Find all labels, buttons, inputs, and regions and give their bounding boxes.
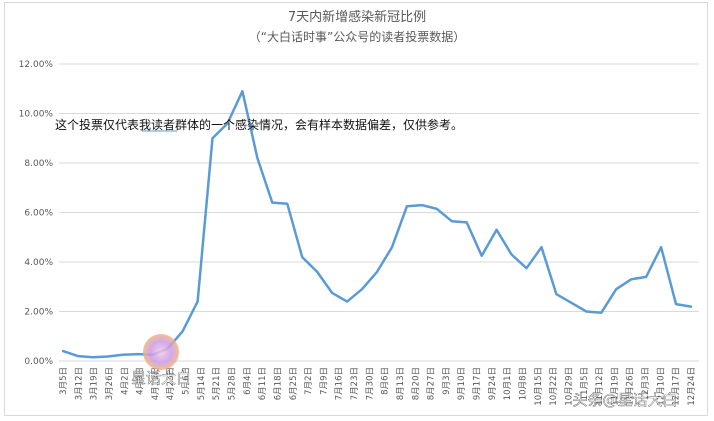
x-tick-label: 12月24日	[687, 367, 697, 406]
x-tick-label: 7月30日	[365, 367, 375, 400]
x-axis-ticks: 3月5日 3月12日 3月19日 3月26日 4月2日 4月9日 4月16日 4月23日 5月6…	[59, 367, 697, 406]
x-tick-label: 11月5日	[580, 367, 590, 400]
x-tick-label: 4月9日	[136, 367, 146, 395]
x-tick-label: 12月3日	[641, 367, 651, 400]
x-tick-label: 3月12日	[74, 367, 84, 400]
watermark-text: 头条@星话大白	[572, 391, 677, 409]
x-tick-label: 11月12日	[595, 367, 605, 406]
y-tick-label: 12.00%	[19, 60, 54, 70]
x-tick-label: 9月24日	[488, 367, 498, 400]
x-tick-label: 6月4日	[243, 367, 253, 395]
x-tick-label: 8月20日	[411, 367, 421, 400]
x-tick-label: 7月16日	[335, 367, 345, 400]
x-tick-label: 5月28日	[228, 367, 238, 400]
x-tick-label: 12月17日	[672, 367, 682, 406]
y-tick-label: 10.00%	[19, 110, 54, 120]
x-tick-label: 3月26日	[105, 367, 115, 400]
x-tick-label: 9月3日	[442, 367, 452, 395]
x-tick-label: 10月15日	[534, 367, 544, 406]
x-tick-label: 8月6日	[381, 367, 391, 395]
y-tick-label: 2.00%	[24, 308, 53, 318]
x-tick-label: 5月21日	[212, 367, 222, 400]
x-tick-label: 3月5日	[59, 367, 69, 395]
x-tick-label: 10月29日	[565, 367, 575, 406]
x-tick-label: 8月13日	[396, 367, 406, 400]
x-tick-label: 9月10日	[457, 367, 467, 400]
x-tick-label: 11月19日	[610, 367, 620, 406]
y-tick-label: 8.00%	[24, 159, 53, 169]
y-axis-ticks: 0.00% 2.00% 4.00% 6.00% 8.00% 10.00% 12.00%	[19, 60, 54, 367]
x-tick-label: 9月17日	[473, 367, 483, 400]
x-tick-label: 6月18日	[273, 367, 283, 400]
line-chart: 7天内新增感染新冠比例 （“大白话时事”公众号的读者投票数据） 0.00% 2.0…	[19, 9, 699, 409]
x-tick-label: 10月22日	[549, 367, 559, 406]
x-tick-label: 7月9日	[319, 367, 329, 395]
y-tick-label: 6.00%	[24, 209, 53, 219]
x-tick-label: 7月23日	[350, 367, 360, 400]
x-tick-label: 4月23日	[166, 367, 176, 400]
gridlines	[59, 63, 699, 362]
watermark-badge: 星话大白	[131, 334, 191, 387]
x-tick-label: 4月2日	[120, 367, 130, 395]
x-tick-label: 3月19日	[90, 367, 100, 400]
x-tick-label: 10月8日	[519, 367, 529, 400]
x-tick-label: 6月25日	[289, 367, 299, 400]
x-tick-label: 5月6日	[182, 367, 192, 395]
x-tick-label: 7月2日	[304, 367, 314, 395]
chart-annotation: 这个投票仅代表我读者群体的一个感染情况，会有样本数据偏差，仅供参考。	[55, 117, 463, 132]
watermark-badge-text: 星话大白	[131, 369, 191, 387]
chart-subtitle: （“大白话时事”公众号的读者投票数据）	[249, 29, 465, 44]
badge-circle	[143, 334, 179, 370]
x-tick-label: 4月16日	[151, 367, 161, 400]
x-tick-label: 6月11日	[258, 367, 268, 400]
chart-title: 7天内新增感染新冠比例	[288, 9, 426, 25]
y-tick-label: 0.00%	[24, 357, 53, 367]
x-tick-label: 10月1日	[503, 367, 513, 400]
x-tick-label: 8月27日	[427, 367, 437, 400]
chart-frame: 7天内新增感染新冠比例 （“大白话时事”公众号的读者投票数据） 0.00% 2.0…	[4, 2, 708, 416]
y-tick-label: 4.00%	[24, 258, 53, 268]
x-tick-label: 12月10日	[656, 367, 666, 406]
x-tick-label: 5月14日	[197, 367, 207, 400]
x-tick-label: 11月26日	[626, 367, 636, 406]
